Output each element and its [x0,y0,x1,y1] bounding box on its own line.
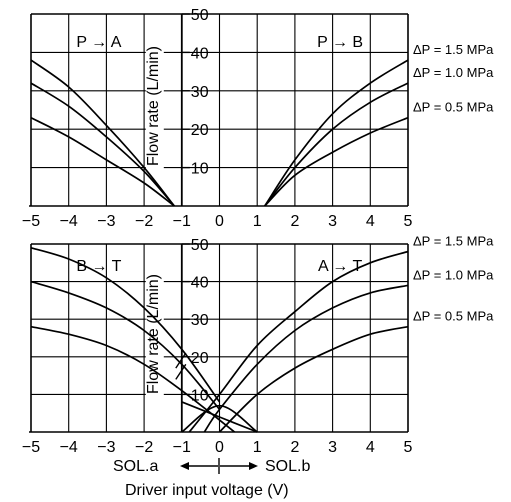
top-series-left-0 [30,59,175,207]
top-right-title: P → B [317,34,363,51]
bottom-x-tick-label: −4 [60,439,78,456]
bottom-x-tick-label: −5 [22,439,40,456]
top-panel: 10 20 30 40 50 −5 −4 −3 −2 −1 0 1 2 3 4 5 Flow rate (L/m… [22,7,494,230]
bottom-y-tick-label: 10 [191,387,209,404]
top-y-tick-label: 10 [191,161,209,178]
bottom-series-right-0 [188,250,409,433]
top-x-tick-label: 5 [404,213,413,230]
bottom-x-tick-label: 2 [290,439,299,456]
top-series-left-2 [30,116,175,207]
top-series-left-1 [30,82,175,207]
bottom-legend-label: ΔP = 1.5 MPa [413,234,494,249]
bottom-series-left-3 [181,404,258,433]
top-x-tick-label: 0 [215,213,224,230]
x-axis-label: Driver input voltage (V) [125,482,289,499]
top-y-axis-label: Flow rate (L/min) [145,46,162,166]
bottom-x-tick-label: −1 [173,439,191,456]
top-y-tick-label: 30 [191,84,209,101]
axis-break-mark [175,352,187,369]
top-x-tick-label: −4 [60,213,78,230]
top-series-right-1 [264,82,409,207]
bottom-y-tick-label: 30 [191,312,209,329]
top-left-title: P → A [76,34,121,51]
bottom-y-axis-label: Flow rate (L/min) [145,274,162,394]
bottom-series-left-0 [30,246,221,403]
footer: SOL.a SOL.b Driver input voltage (V) [113,458,310,499]
bottom-x-tick-label: 4 [366,439,375,456]
bottom-left-title: B → T [76,258,121,275]
top-y-tick-label: 20 [191,122,209,139]
sol-b-label: SOL.b [265,458,310,475]
top-y-tick-label: 50 [191,7,209,24]
bottom-x-tick-label: 3 [328,439,337,456]
axis-break-mark [175,363,187,380]
top-ylabel-bg [145,36,164,176]
top-x-tick-label: 3 [328,213,337,230]
top-legend-label: ΔP = 0.5 MPa [413,100,494,115]
bottom-x-tick-label: −2 [135,439,153,456]
sol-a-label: SOL.a [113,458,158,475]
bottom-x-tick-label: −3 [97,439,115,456]
top-x-tick-label: −3 [97,213,115,230]
bottom-series-left-2 [30,325,236,433]
top-series-right-0 [263,59,409,207]
bottom-legend-label: ΔP = 0.5 MPa [413,309,494,324]
bottom-panel: 10 20 30 40 50 −5 −4 −3 −2 −1 0 1 2 3 4 5 Flow rate (L/m… [22,234,494,456]
bottom-y-tick-label: 20 [191,350,209,367]
bottom-x-tick-label: 0 [215,439,224,456]
bottom-x-tick-label: 5 [404,439,413,456]
top-x-tick-label: −1 [173,213,191,230]
top-y-tick-label: 40 [191,45,209,62]
top-series-right-2 [264,116,409,207]
bottom-series-right-3 [181,401,258,433]
bottom-series-right-2 [218,325,409,433]
bottom-x-tick-label: 1 [253,439,262,456]
bottom-series-right-1 [203,284,409,433]
bottom-series-left-1 [30,280,221,410]
top-legend-label: ΔP = 1.5 MPa [413,42,494,57]
sol-a-arrowhead [180,462,189,470]
top-x-tick-label: 1 [253,213,262,230]
bottom-legend-label: ΔP = 1.0 MPa [413,267,494,282]
sol-b-arrowhead [249,462,258,470]
bottom-right-title: A → T [318,258,362,275]
top-x-tick-label: −5 [22,213,40,230]
bottom-y-tick-label: 40 [191,275,209,292]
top-x-tick-label: 2 [290,213,299,230]
top-legend-label: ΔP = 1.0 MPa [413,65,494,80]
top-x-tick-label: −2 [135,213,153,230]
top-x-tick-label: 4 [366,213,375,230]
bottom-y-tick-label: 50 [191,237,209,254]
